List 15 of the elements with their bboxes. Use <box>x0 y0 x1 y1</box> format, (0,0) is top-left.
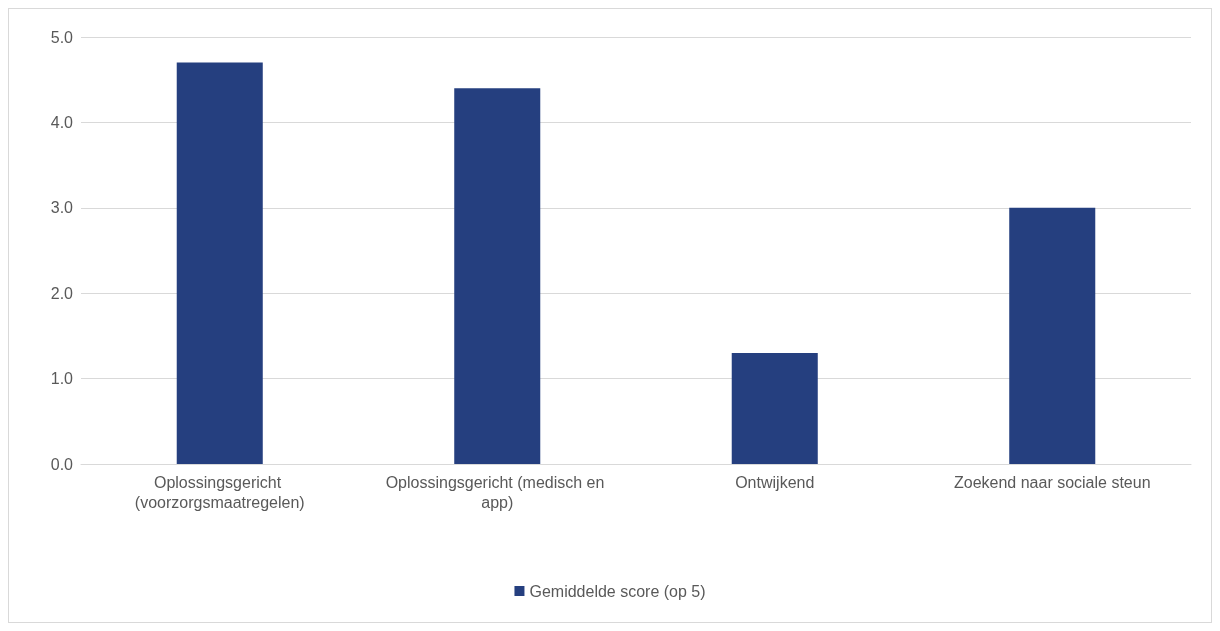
x-tick-label: Oplossingsgericht (voorzorgsmaatregelen) <box>134 473 305 511</box>
y-tick-label: 1.0 <box>50 370 74 388</box>
x-tick-label: Ontwijkend <box>735 473 815 491</box>
y-tick-label: 2.0 <box>50 284 74 302</box>
y-tick-label: 4.0 <box>50 113 74 131</box>
y-tick-label: 0.0 <box>50 455 74 473</box>
bar <box>176 62 263 464</box>
y-tick-label: 5.0 <box>50 28 74 46</box>
x-tick-label: Zoekend naar sociale steun <box>953 473 1151 491</box>
bar <box>731 352 818 464</box>
x-tick-label: Oplossingsgericht (medisch en app) <box>385 473 609 511</box>
legend-label: Gemiddelde score (op 5) <box>529 582 706 600</box>
bar <box>1009 207 1096 464</box>
y-tick-label: 3.0 <box>50 199 74 217</box>
bar <box>454 88 541 464</box>
